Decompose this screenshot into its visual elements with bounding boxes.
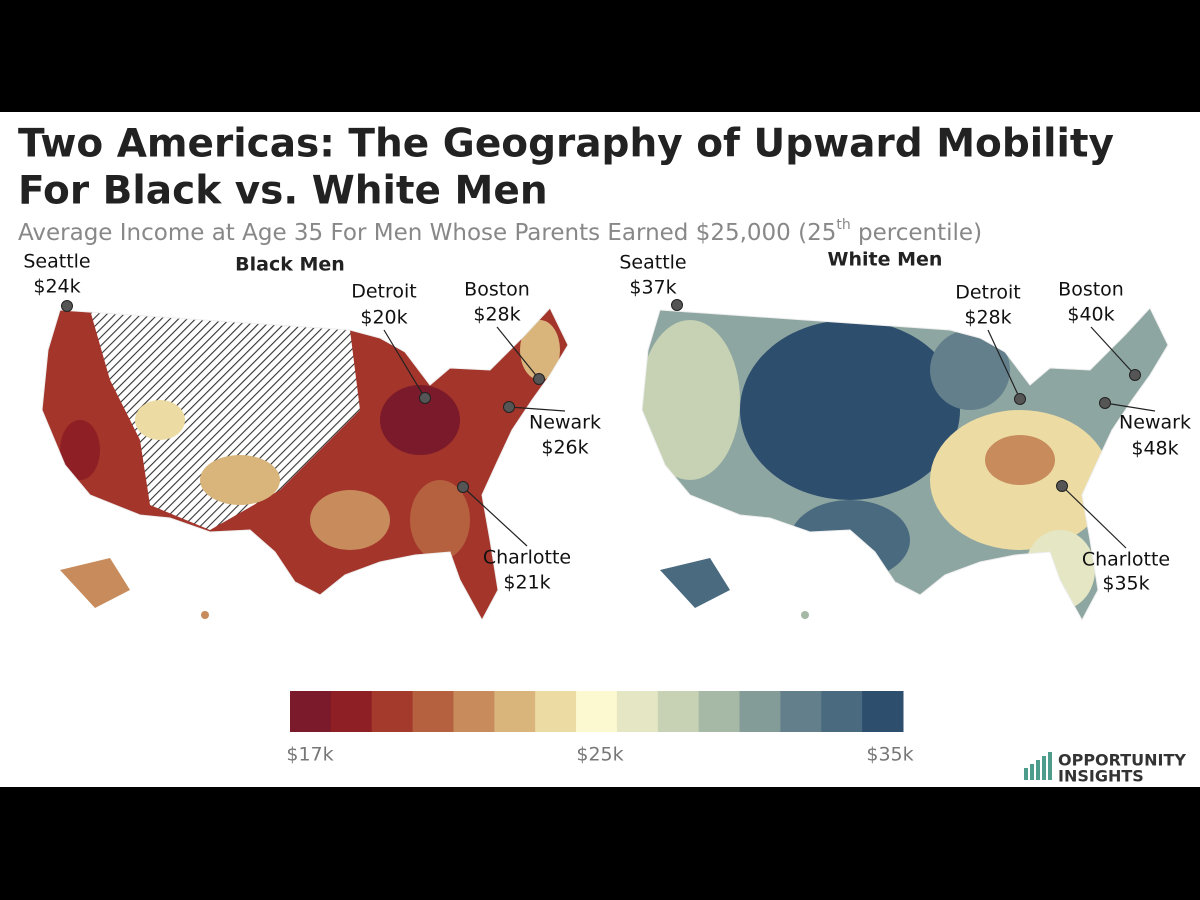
leader-line	[462, 486, 528, 547]
legend-swatch	[780, 691, 822, 732]
city-name: Detroit	[955, 282, 1021, 304]
city-dot	[503, 401, 515, 413]
legend-swatch	[821, 691, 863, 732]
legend-swatch	[616, 691, 659, 732]
legend-swatch	[412, 691, 454, 732]
leader-line	[383, 329, 426, 399]
city-dot	[457, 481, 469, 493]
city-value: $28k	[473, 304, 520, 326]
city-dot	[1056, 480, 1068, 492]
leader-line	[987, 329, 1021, 400]
subtitle: Average Income at Age 35 For Men Whose P…	[18, 217, 982, 246]
city-dot	[1129, 369, 1141, 381]
city-value: $48k	[1131, 438, 1178, 460]
map-title: Black Men	[235, 254, 345, 276]
city-dot	[1014, 393, 1026, 405]
legend-swatch	[535, 691, 577, 732]
city-value: $37k	[629, 277, 676, 299]
title: For Black vs. White Men	[18, 169, 548, 214]
city-name: Boston	[1058, 279, 1124, 301]
city-dot	[671, 299, 683, 311]
map-black	[41, 307, 569, 621]
leader-line	[508, 406, 566, 412]
map-title: White Men	[828, 249, 943, 271]
city-name: Charlotte	[483, 547, 571, 569]
legend-swatch	[739, 691, 781, 732]
logo-text: OPPORTUNITY	[1058, 751, 1186, 770]
leader-line	[496, 326, 540, 380]
city-name: Boston	[464, 279, 530, 301]
city-name: Seattle	[23, 251, 90, 273]
city-name: Newark	[529, 412, 601, 434]
city-dot	[1099, 397, 1111, 409]
city-value: $24k	[33, 276, 80, 298]
legend-swatch	[862, 691, 904, 732]
legend-swatch	[657, 691, 700, 732]
leader-line	[1061, 485, 1127, 549]
city-value: $21k	[503, 572, 550, 594]
legend-swatch	[290, 691, 332, 732]
legend-swatch	[698, 691, 741, 732]
city-name: Charlotte	[1082, 549, 1170, 571]
city-dot	[61, 300, 73, 312]
city-dot	[419, 392, 431, 404]
leader-line	[1104, 402, 1156, 412]
legend-swatch	[576, 691, 618, 732]
city-value: $20k	[360, 307, 407, 329]
logo: OPPORTUNITY INSIGHTS	[1024, 751, 1186, 786]
city-name: Newark	[1119, 412, 1191, 434]
legend-swatch	[494, 691, 536, 732]
legend-label: $25k	[576, 744, 623, 766]
city-value: $35k	[1102, 573, 1149, 595]
legend-label: $35k	[866, 744, 913, 766]
city-value: $40k	[1067, 304, 1114, 326]
city-dot	[533, 373, 545, 385]
legend-swatch	[453, 691, 495, 732]
city-value: $28k	[964, 307, 1011, 329]
legend-swatch	[371, 691, 414, 732]
city-name: Detroit	[351, 281, 417, 303]
leader-line	[1090, 326, 1136, 376]
city-name: Seattle	[619, 252, 686, 274]
legend-label: $17k	[286, 744, 333, 766]
title: Two Americas: The Geography of Upward Mo…	[18, 122, 1114, 167]
logo-text: INSIGHTS	[1058, 767, 1144, 786]
city-value: $26k	[541, 437, 588, 459]
legend-swatch	[330, 691, 373, 732]
